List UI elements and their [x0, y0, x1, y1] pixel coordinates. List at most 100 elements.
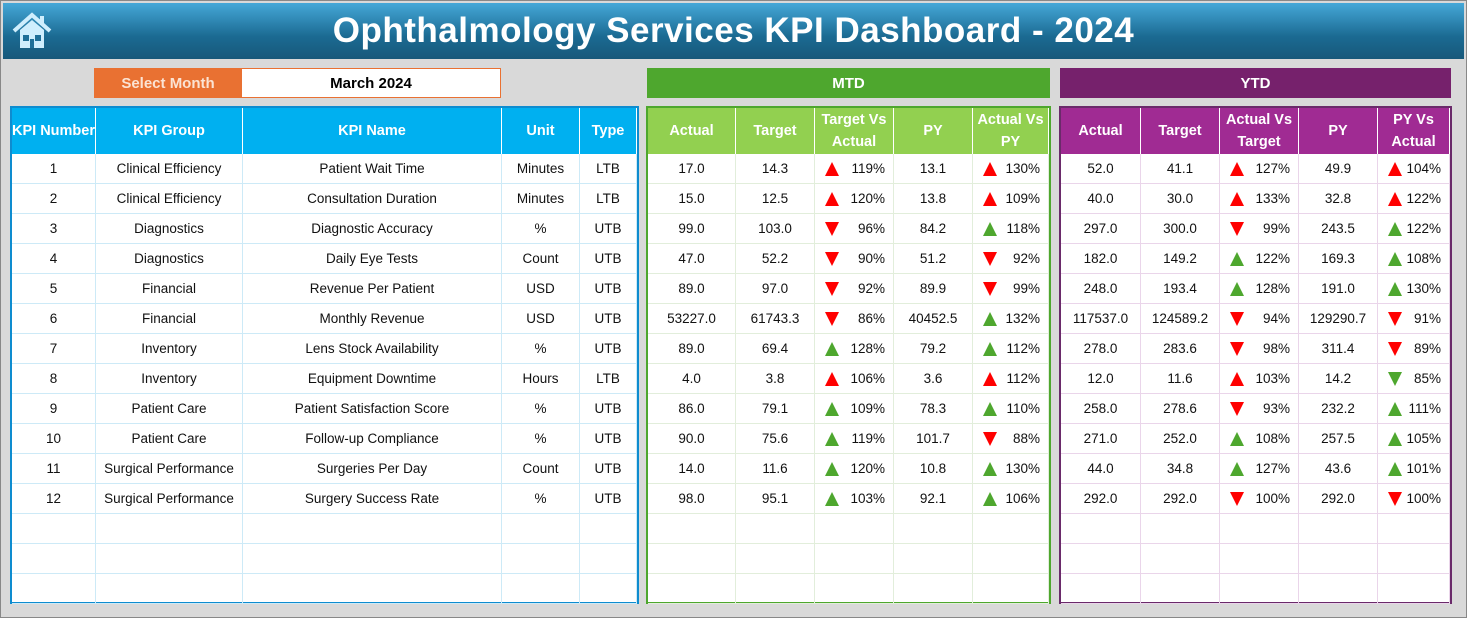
- table-cell: Consultation Duration: [243, 184, 502, 214]
- column-header: Unit: [502, 108, 580, 154]
- table-cell: Patient Care: [96, 394, 243, 424]
- table-cell: 11: [12, 454, 96, 484]
- percent-value: 100%: [1255, 491, 1290, 506]
- table-cell: LTB: [580, 154, 637, 184]
- arrow-down-icon: [1230, 491, 1244, 506]
- percent-value: 90%: [857, 251, 885, 266]
- table-cell: [736, 514, 815, 544]
- header-row: Actual Target Target Vs Actual PY Actual Vs …: [648, 108, 1049, 154]
- arrow-up-icon: [1388, 431, 1402, 446]
- arrow-down-icon: [825, 311, 839, 326]
- arrow-up-icon: [1230, 461, 1244, 476]
- table-cell: %: [502, 214, 580, 244]
- comparison-cell: 100%: [1220, 484, 1299, 514]
- table-cell: UTB: [580, 274, 637, 304]
- arrow-up-icon: [825, 431, 839, 446]
- comparison-cell: 94%: [1220, 304, 1299, 334]
- table-cell: [96, 514, 243, 544]
- arrow-up-icon: [825, 461, 839, 476]
- table-cell: [1378, 544, 1450, 574]
- arrow-up-icon: [825, 491, 839, 506]
- comparison-cell: 120%: [815, 454, 894, 484]
- table-cell: 193.4: [1141, 274, 1220, 304]
- table-cell: [648, 514, 736, 544]
- column-header: Target: [1141, 108, 1220, 154]
- percent-value: 104%: [1406, 161, 1441, 176]
- table-cell: [1061, 544, 1141, 574]
- table-cell: 124589.2: [1141, 304, 1220, 334]
- comparison-cell: 133%: [1220, 184, 1299, 214]
- table-cell: Patient Satisfaction Score: [243, 394, 502, 424]
- percent-value: 96%: [857, 221, 885, 236]
- arrow-up-icon: [1230, 281, 1244, 296]
- percent-value: 130%: [1406, 281, 1441, 296]
- table-cell: [243, 514, 502, 544]
- arrow-up-icon: [1388, 401, 1402, 416]
- table-cell: 278.6: [1141, 394, 1220, 424]
- table-cell: Equipment Downtime: [243, 364, 502, 394]
- percent-value: 101%: [1406, 461, 1441, 476]
- arrow-up-icon: [983, 341, 997, 356]
- table-cell: [502, 544, 580, 574]
- empty-row: [12, 574, 637, 604]
- table-cell: [502, 514, 580, 544]
- comparison-cell: 130%: [1378, 274, 1450, 304]
- percent-value: 130%: [1005, 461, 1040, 476]
- arrow-up-icon: [825, 191, 839, 206]
- kpi-table: KPI Number KPI Group KPI Name Unit Type 1 Clin…: [10, 106, 639, 604]
- column-header: KPI Name: [243, 108, 502, 154]
- month-dropdown[interactable]: March 2024: [241, 68, 501, 98]
- table-cell: UTB: [580, 334, 637, 364]
- percent-value: 122%: [1406, 221, 1441, 236]
- comparison-cell: 86%: [815, 304, 894, 334]
- percent-value: 112%: [1006, 341, 1040, 356]
- arrow-up-icon: [983, 161, 997, 176]
- table-cell: [1220, 574, 1299, 604]
- comparison-cell: 85%: [1378, 364, 1450, 394]
- percent-value: 127%: [1255, 161, 1290, 176]
- table-cell: Count: [502, 244, 580, 274]
- home-icon[interactable]: [11, 11, 53, 51]
- arrow-down-icon: [1230, 311, 1244, 326]
- arrow-up-icon: [983, 491, 997, 506]
- table-cell: 41.1: [1141, 154, 1220, 184]
- table-cell: 4.0: [648, 364, 736, 394]
- header-row: KPI Number KPI Group KPI Name Unit Type: [12, 108, 637, 154]
- comparison-cell: 109%: [973, 184, 1049, 214]
- table-cell: [1220, 514, 1299, 544]
- percent-value: 109%: [850, 401, 885, 416]
- table-cell: [1141, 514, 1220, 544]
- table-cell: 89.0: [648, 334, 736, 364]
- percent-value: 92%: [857, 281, 885, 296]
- table-cell: Diagnostic Accuracy: [243, 214, 502, 244]
- table-cell: [648, 574, 736, 604]
- table-cell: Clinical Efficiency: [96, 184, 243, 214]
- mtd-table: Actual Target Target Vs Actual PY Actual Vs …: [646, 106, 1051, 604]
- select-month-label: Select Month: [94, 68, 242, 98]
- arrow-up-icon: [825, 401, 839, 416]
- comparison-cell: 99%: [973, 274, 1049, 304]
- comparison-cell: 127%: [1220, 454, 1299, 484]
- table-cell: 257.5: [1299, 424, 1378, 454]
- table-cell: 13.8: [894, 184, 973, 214]
- table-row: 47.0 52.2 90% 51.2 92%: [648, 244, 1049, 274]
- table-cell: [1299, 544, 1378, 574]
- percent-value: 118%: [1006, 221, 1040, 236]
- table-cell: 61743.3: [736, 304, 815, 334]
- title-bar: Ophthalmology Services KPI Dashboard - 2…: [3, 3, 1464, 59]
- percent-value: 93%: [1262, 401, 1290, 416]
- table-cell: 311.4: [1299, 334, 1378, 364]
- table-cell: USD: [502, 274, 580, 304]
- percent-value: 105%: [1406, 431, 1441, 446]
- table-cell: 271.0: [1061, 424, 1141, 454]
- column-header: Actual: [1061, 108, 1141, 154]
- percent-value: 111%: [1408, 401, 1441, 416]
- empty-row: [1061, 514, 1450, 544]
- table-cell: 13.1: [894, 154, 973, 184]
- table-cell: [1299, 514, 1378, 544]
- dashboard-title: Ophthalmology Services KPI Dashboard - 2…: [332, 11, 1135, 50]
- comparison-cell: 108%: [1378, 244, 1450, 274]
- table-cell: Count: [502, 454, 580, 484]
- arrow-down-icon: [825, 251, 839, 266]
- column-header: Actual Vs Target: [1220, 108, 1299, 154]
